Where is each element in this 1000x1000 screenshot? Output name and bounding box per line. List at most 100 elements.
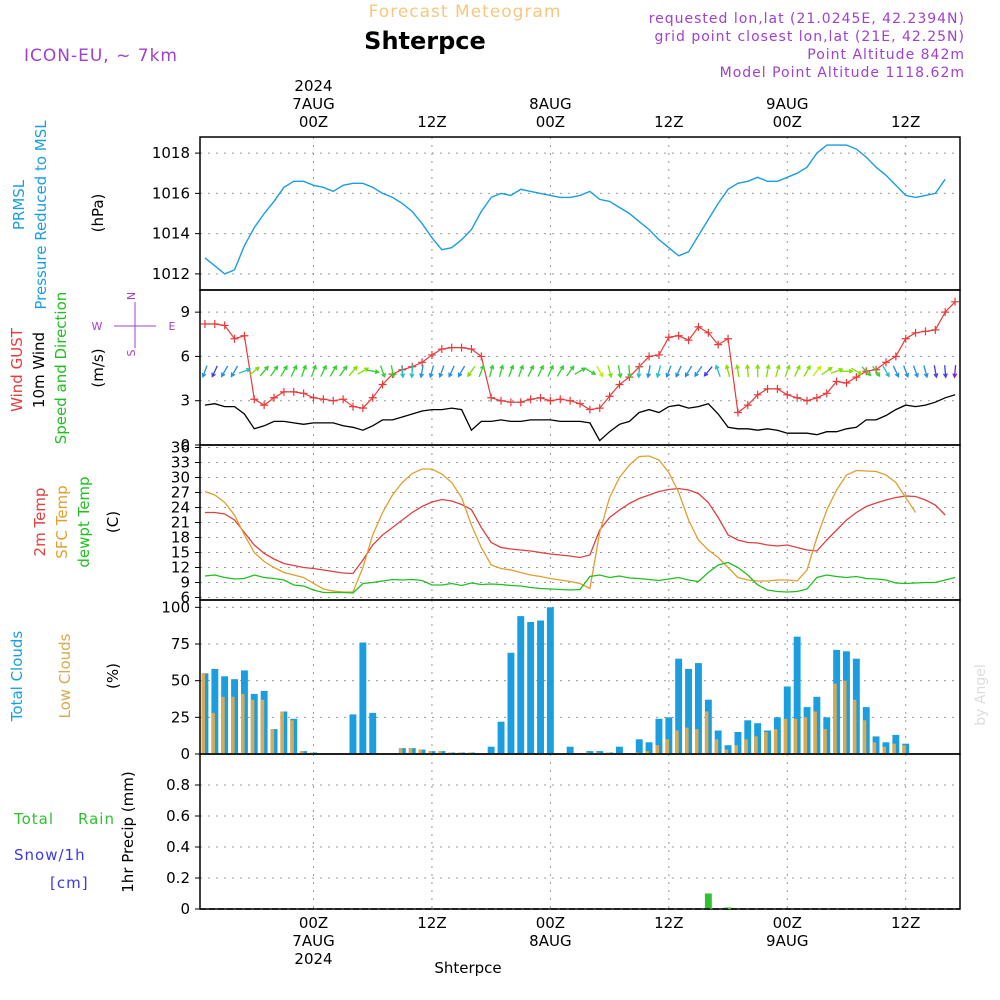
gust-marker [684,336,693,345]
temp-2m-label: 2m Temp [31,488,49,557]
temp-unit: (C) [104,511,122,533]
product-title: Forecast Meteogram [369,2,562,22]
wind-arrow [675,365,682,378]
total-cloud-bar [487,746,495,754]
wind-arrow [574,367,587,375]
gust-marker [773,384,782,393]
bottom-time-label: 12Z [417,914,446,932]
wind-arrow [390,365,396,379]
bottom-time-label: 00Z [536,914,565,932]
low-cloud-bar [823,729,827,754]
temp-2m-line [204,487,946,575]
wind-arrow [872,365,881,378]
total-cloud-bar [566,746,574,754]
gust-marker [872,365,881,374]
low-cloud-bar [704,711,709,754]
temp-ytick: 12 [171,559,190,577]
wind-unit: (m/s) [89,348,107,387]
bottom-time-label: 7AUG [292,932,334,950]
total-cloud-bar [517,616,525,754]
wind-arrow [724,364,731,378]
panel-side-labels: PRMSL Pressure Reduced to MSL (hPa) Wind… [8,120,176,893]
gust-marker [664,333,673,342]
total-cloud-bar [665,717,673,754]
total-cloud-bar [527,622,535,754]
low-cloud-bar [783,718,788,754]
wind-arrow [537,364,544,377]
model-altitude: Model Point Altitude 1118.62m [720,65,965,81]
total-cloud-bar [734,732,742,754]
wind-arrow [379,365,386,379]
wind-arrow [636,365,642,379]
gust-marker [901,334,910,343]
gust-marker [911,328,920,337]
wind-arrow [366,369,380,375]
precip-unit: 1hr Precip (mm) [119,771,137,892]
pressure-ytick: 1018 [152,144,190,162]
wind-ytick: 0 [180,436,190,454]
wind-arrow [745,363,751,378]
temp-ytick: 30 [171,469,190,487]
prmsl-label: PRMSL [10,179,28,230]
gust-marker [566,396,575,405]
total-cloud-bar [744,720,752,754]
gust-marker [763,384,772,393]
precip-snow-label: Snow/1h [14,846,86,864]
wind-arrow [329,364,337,377]
gust-marker [279,387,288,396]
rain-bar [704,893,712,909]
grid-point-coords: grid point closest lon,lat (21E, 42.25N) [654,29,965,45]
wind-arrow [221,365,229,378]
footer-location: Shterpce [434,959,501,977]
gust-marker [240,331,249,340]
pressure-frame [199,136,961,291]
wind-ytick: 6 [180,347,190,365]
compass-west: W [92,320,103,333]
temp-ytick: 36 [171,439,190,457]
gust-marker [506,398,515,407]
low-cloud-bar [685,727,689,754]
gust-marker [260,401,269,410]
low-cloud-bar [803,717,808,754]
precip-panel: 0 0.2 0.4 0.6 0.8 [166,753,961,918]
gust-marker [576,399,584,408]
wind-arrow [438,365,445,379]
clouds-ytick: 75 [171,635,190,653]
location-title: Shterpce [364,27,486,55]
rain-bar [724,907,732,909]
wind-arrow [775,364,781,378]
model-label: ICON-EU, ~ 7km [24,46,178,66]
wind-arrow [508,364,515,378]
wind-arrow [714,364,721,378]
low-cloud-bar [211,712,215,754]
wind-arrow [419,365,425,379]
gust-marker [339,395,348,404]
temp-dewpt-line [204,561,956,594]
wind-panel: 0 3 6 9 [180,289,961,454]
gust-marker [536,393,545,402]
gust-marker [793,393,802,402]
gust-marker [487,393,496,402]
wind-arrow [607,365,613,379]
clouds-ytick: 100 [161,598,190,616]
wind-arrow [882,365,890,378]
total-cloud-bar [546,607,554,754]
wind-ytick: 9 [180,303,190,321]
low-cloud-bar [665,739,669,754]
bottom-time-label: 12Z [654,914,683,932]
requested-coords: requested lon,lat (21.0245E, 42.2394N) [649,11,965,27]
top-time-label: 12Z [654,113,683,131]
clouds-unit: (%) [104,663,122,689]
wind-arrow [861,366,872,377]
temp-ytick: 21 [171,514,190,532]
total-cloud-bar [695,663,702,754]
total-cloud-bar [645,742,653,754]
clouds-ytick: 25 [171,708,190,726]
low-cloud-bar [764,732,768,754]
gust-marker [556,395,565,404]
wind-arrow [850,367,863,375]
wind-arrow [270,365,279,377]
bottom-time-label: 00Z [299,914,328,932]
